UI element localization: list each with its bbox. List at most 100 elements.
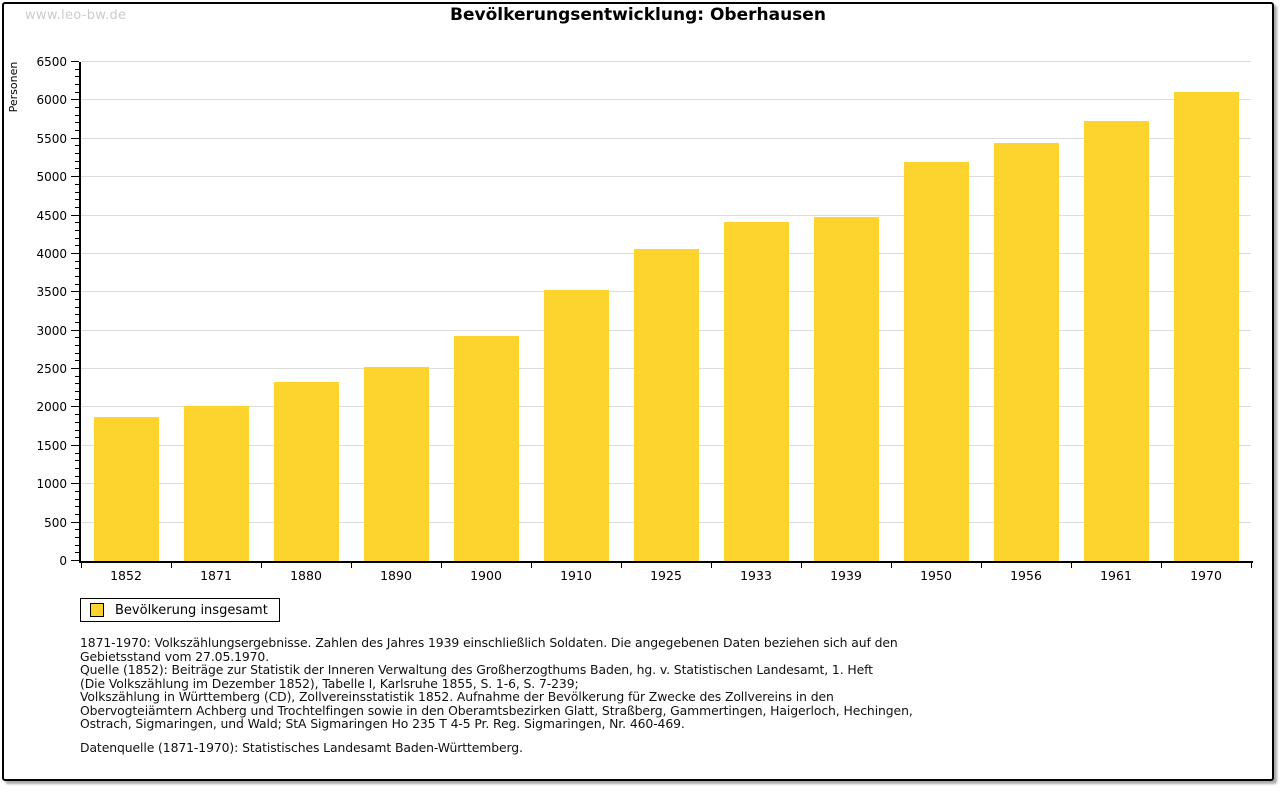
bar-1939 (813, 217, 879, 561)
y-minor-tick (75, 452, 79, 454)
y-tick-label: 2500 (36, 362, 67, 377)
y-minor-tick (75, 536, 79, 538)
y-minor-tick (75, 398, 79, 400)
y-minor-tick (75, 544, 79, 546)
y-minor-tick (75, 391, 79, 393)
y-minor-tick (75, 421, 79, 423)
y-major-tick (71, 521, 79, 523)
chart-title: Bevölkerungsentwicklung: Oberhausen (450, 5, 826, 25)
gridline (81, 176, 1251, 178)
footnote-line: Volkszählung in Württemberg (CD), Zollve… (80, 689, 834, 704)
y-minor-tick (75, 299, 79, 300)
bar-1900 (453, 336, 519, 561)
footnotes: 1871-1970: Volkszählungsergebnisse. Zahl… (80, 636, 913, 754)
x-tick-label: 1852 (110, 568, 142, 583)
y-minor-tick (75, 283, 79, 285)
y-minor-tick (75, 460, 79, 462)
y-major-tick (71, 99, 79, 101)
x-boundary-tick (621, 563, 622, 568)
y-minor-tick (75, 498, 79, 500)
bar-1961 (1083, 121, 1149, 561)
x-tick-label: 1956 (1010, 568, 1042, 583)
y-minor-tick (75, 322, 79, 324)
x-tick-label: 1939 (830, 568, 862, 583)
bar-1871 (183, 405, 249, 561)
y-minor-tick (75, 414, 79, 416)
y-tick-label: 4500 (36, 208, 67, 223)
x-boundary-tick (981, 563, 982, 568)
gridline (81, 99, 1251, 101)
y-minor-tick (75, 529, 79, 531)
x-boundary-tick (711, 563, 712, 568)
y-major-tick (71, 406, 79, 408)
y-minor-tick (75, 275, 79, 277)
y-minor-tick (75, 153, 79, 155)
y-minor-tick (75, 84, 79, 86)
y-tick-label: 0 (59, 554, 67, 568)
y-minor-tick (75, 513, 79, 515)
y-minor-tick (75, 268, 79, 270)
y-minor-tick (75, 337, 79, 339)
y-tick-label: 4000 (36, 246, 67, 261)
y-major-tick (71, 329, 79, 331)
gridline (81, 137, 1251, 139)
x-boundary-tick (171, 563, 172, 568)
y-minor-tick (75, 222, 79, 224)
y-major-tick (71, 214, 79, 216)
y-minor-tick (75, 107, 79, 109)
x-boundary-tick (261, 563, 262, 568)
legend: Bevölkerung insgesamt (80, 598, 280, 622)
x-boundary-tick (1161, 563, 1162, 568)
y-minor-tick (75, 168, 79, 170)
y-major-tick (71, 368, 79, 370)
bar-1890 (363, 366, 429, 561)
y-major-tick (71, 444, 79, 446)
y-major-tick (71, 291, 79, 293)
legend-swatch (90, 603, 104, 617)
datasource-line: Datenquelle (1871-1970): Statistisches L… (80, 739, 523, 755)
y-minor-tick (75, 183, 79, 185)
x-tick-label: 1950 (920, 568, 952, 583)
y-tick-label: 5000 (36, 170, 67, 185)
bar-1933 (723, 222, 789, 561)
y-minor-tick (75, 375, 79, 377)
footnote-line: Obervogteiämtern Achberg und Trochtelfin… (80, 702, 913, 718)
y-minor-tick (75, 260, 79, 262)
chart-page: www.leo-bw.de Bevölkerungsentwicklung: O… (2, 2, 1274, 781)
y-minor-tick (75, 352, 79, 354)
x-boundary-tick (351, 563, 352, 568)
y-minor-tick (75, 383, 79, 385)
bar-1880 (273, 382, 339, 561)
bar-1925 (633, 249, 699, 561)
y-tick-label: 6000 (36, 93, 67, 108)
footnote-line: Gebietsstand vom 27.05.1970. (80, 648, 270, 664)
y-minor-tick (75, 91, 79, 93)
y-minor-tick (75, 306, 79, 308)
y-tick-label: 1000 (36, 477, 67, 492)
y-minor-tick (75, 552, 79, 554)
y-axis-line (79, 62, 81, 563)
x-tick-label: 1961 (1100, 568, 1132, 583)
y-major-tick (71, 137, 79, 139)
bar-1956 (993, 142, 1059, 561)
bar-1970 (1173, 91, 1239, 561)
x-tick-label: 1880 (290, 568, 322, 583)
y-minor-tick (75, 191, 79, 193)
y-minor-tick (75, 160, 79, 162)
y-tick-label: 3500 (36, 285, 67, 300)
y-minor-tick (75, 68, 79, 70)
y-minor-tick (75, 490, 79, 492)
x-boundary-tick (1251, 563, 1252, 568)
y-minor-tick (75, 114, 79, 116)
x-boundary-tick (531, 563, 532, 568)
x-tick-label: 1925 (650, 568, 682, 583)
y-tick-label: 3000 (36, 323, 67, 338)
y-tick-label: 5500 (36, 131, 67, 146)
x-boundary-tick (1071, 563, 1072, 568)
watermark: www.leo-bw.de (25, 8, 127, 23)
x-boundary-tick (81, 563, 82, 568)
x-tick-label: 1871 (200, 568, 232, 583)
y-tick-label: 6500 (36, 55, 67, 69)
y-minor-tick (75, 130, 79, 132)
y-minor-tick (75, 345, 79, 347)
